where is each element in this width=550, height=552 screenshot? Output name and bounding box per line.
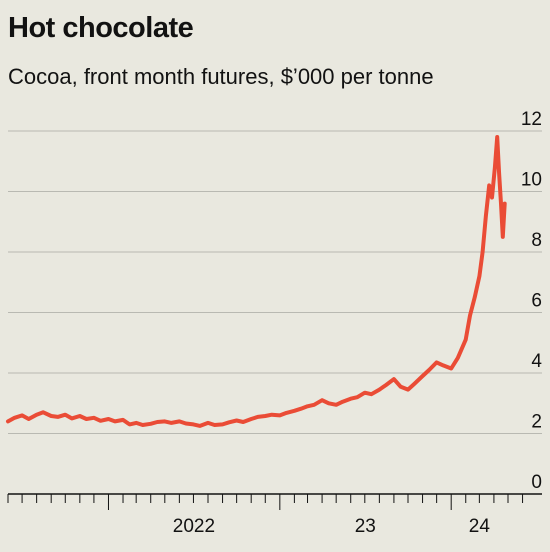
series-layer bbox=[6, 135, 507, 428]
y-tick-label: 6 bbox=[531, 291, 542, 312]
y-tick-label: 10 bbox=[521, 170, 542, 191]
x-tick-label: 2022 bbox=[173, 516, 215, 537]
y-tick-label: 4 bbox=[531, 351, 542, 372]
y-tick-label: 12 bbox=[521, 109, 542, 130]
gridlines bbox=[8, 130, 542, 434]
y-tick-labels: 0 2 4 6 8 10 12 bbox=[521, 109, 543, 493]
x-tick-label: 23 bbox=[355, 516, 376, 537]
x-tick-label: 24 bbox=[469, 516, 491, 537]
y-tick-label: 0 bbox=[531, 472, 542, 493]
x-axis: 2022 23 24 bbox=[7, 493, 542, 537]
chart-subtitle: Cocoa, front month futures, $’000 per to… bbox=[8, 64, 434, 89]
y-tick-label: 8 bbox=[531, 230, 542, 251]
chart-title: Hot chocolate bbox=[8, 12, 194, 44]
series-line bbox=[6, 135, 507, 428]
y-tick-label: 2 bbox=[531, 412, 542, 433]
